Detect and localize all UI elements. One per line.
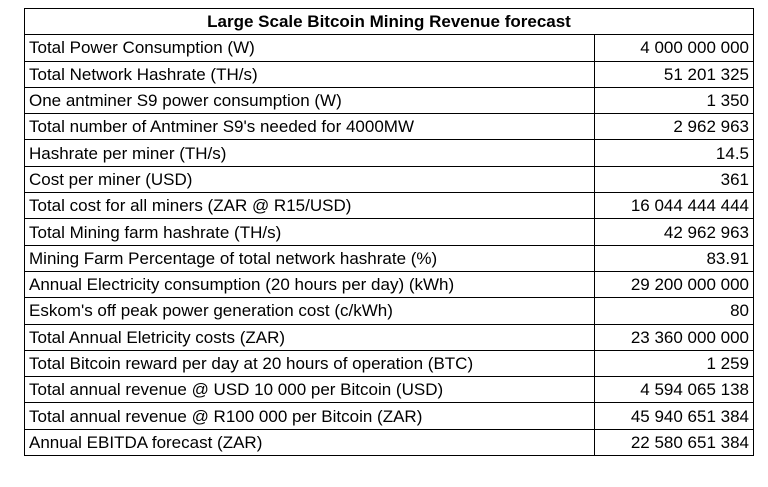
- table-row: Total Annual Eletricity costs (ZAR) 23 3…: [23, 323, 754, 351]
- table-row: Hashrate per miner (TH/s) 14.5: [23, 139, 754, 167]
- row-value: 22 580 651 384: [594, 428, 754, 457]
- table-row: Total Mining farm hashrate (TH/s) 42 962…: [23, 218, 754, 246]
- row-value: 4 594 065 138: [594, 376, 754, 404]
- row-value: 45 940 651 384: [594, 402, 754, 430]
- row-label: Cost per miner (USD): [23, 165, 596, 194]
- table-title: Large Scale Bitcoin Mining Revenue forec…: [24, 7, 754, 36]
- row-label: Total number of Antminer S9's needed for…: [23, 113, 596, 141]
- row-value: 23 360 000 000: [594, 323, 754, 351]
- table-row: Mining Farm Percentage of total network …: [23, 244, 754, 272]
- row-value: 1 350: [594, 86, 754, 115]
- row-value: 29 200 000 000: [594, 270, 754, 299]
- row-value: 1 259: [594, 349, 754, 378]
- table-row: Annual Electricity consumption (20 hours…: [23, 270, 754, 299]
- table-row: Total Power Consumption (W) 4 000 000 00…: [23, 34, 754, 62]
- row-value: 80: [594, 297, 754, 325]
- row-label: Annual EBITDA forecast (ZAR): [23, 428, 596, 457]
- row-value: 42 962 963: [594, 218, 754, 246]
- table-body: Total Power Consumption (W) 4 000 000 00…: [23, 34, 754, 457]
- table-row: Total Network Hashrate (TH/s) 51 201 325: [23, 60, 754, 88]
- row-label: Hashrate per miner (TH/s): [23, 139, 596, 167]
- table-row: Eskom's off peak power generation cost (…: [23, 297, 754, 325]
- revenue-forecast-table: Large Scale Bitcoin Mining Revenue forec…: [23, 7, 754, 457]
- row-label: One antminer S9 power consumption (W): [23, 86, 596, 115]
- table-row: Annual EBITDA forecast (ZAR) 22 580 651 …: [23, 428, 754, 457]
- row-value: 51 201 325: [594, 60, 754, 88]
- table-row: Cost per miner (USD) 361: [23, 165, 754, 194]
- row-label: Total annual revenue @ R100 000 per Bitc…: [23, 402, 596, 430]
- row-label: Total Bitcoin reward per day at 20 hours…: [23, 349, 596, 378]
- table-row: Total annual revenue @ USD 10 000 per Bi…: [23, 376, 754, 404]
- row-label: Total Annual Eletricity costs (ZAR): [23, 323, 596, 351]
- row-label: Mining Farm Percentage of total network …: [23, 244, 596, 272]
- row-label: Total Network Hashrate (TH/s): [23, 60, 596, 88]
- table-row: Total Bitcoin reward per day at 20 hours…: [23, 349, 754, 378]
- table-row: Total annual revenue @ R100 000 per Bitc…: [23, 402, 754, 430]
- row-value: 14.5: [594, 139, 754, 167]
- table-row: Total number of Antminer S9's needed for…: [23, 113, 754, 141]
- table-row: Total cost for all miners (ZAR @ R15/USD…: [23, 192, 754, 220]
- row-value: 2 962 963: [594, 113, 754, 141]
- row-label: Total Mining farm hashrate (TH/s): [23, 218, 596, 246]
- row-label: Eskom's off peak power generation cost (…: [23, 297, 596, 325]
- row-label: Total Power Consumption (W): [23, 34, 596, 62]
- table-title-row: Large Scale Bitcoin Mining Revenue forec…: [24, 7, 754, 36]
- row-value: 16 044 444 444: [594, 192, 754, 220]
- row-value: 4 000 000 000: [594, 34, 754, 62]
- row-value: 361: [594, 165, 754, 194]
- row-value: 83.91: [594, 244, 754, 272]
- row-label: Annual Electricity consumption (20 hours…: [23, 270, 596, 299]
- row-label: Total cost for all miners (ZAR @ R15/USD…: [23, 192, 596, 220]
- row-label: Total annual revenue @ USD 10 000 per Bi…: [23, 376, 596, 404]
- table-row: One antminer S9 power consumption (W) 1 …: [23, 86, 754, 115]
